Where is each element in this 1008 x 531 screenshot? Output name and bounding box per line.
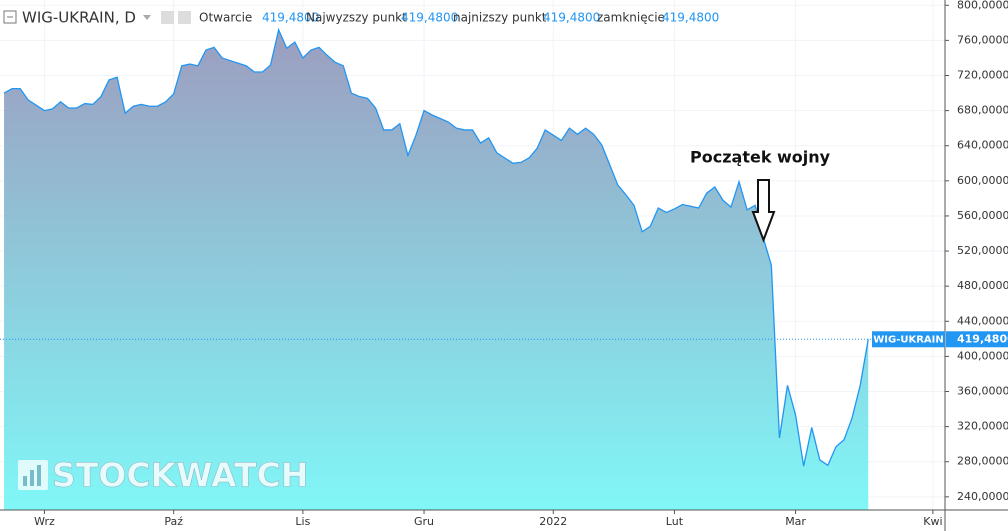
x-tick-label: Gru	[414, 515, 434, 528]
x-tick-label: Lis	[295, 515, 310, 528]
y-tick-label: 360,0000	[957, 384, 1008, 397]
y-tick-label: 400,0000	[957, 349, 1008, 362]
ohlc-name: Otwarcie	[199, 11, 252, 25]
y-tick-label: 560,0000	[957, 209, 1008, 222]
y-tick-label: 320,0000	[957, 420, 1008, 433]
area	[4, 29, 869, 511]
y-tick-label: 800,0000	[957, 0, 1008, 11]
x-tick-label: Mar	[785, 515, 806, 528]
y-tick-label: 720,0000	[957, 68, 1008, 81]
price-label: 419,4800	[957, 332, 1008, 345]
y-tick-label: 600,0000	[957, 174, 1008, 187]
dropdown-arrow[interactable]	[143, 15, 151, 20]
annotation: Początek wojny	[690, 148, 831, 167]
close-icon[interactable]	[178, 11, 191, 24]
x-tick-label: Paź	[164, 515, 183, 528]
ohlc-value: 419,4800	[543, 11, 600, 25]
x-tick-label: 2022	[539, 515, 567, 528]
x-tick-label: Lut	[666, 515, 684, 528]
line	[3, 27, 869, 467]
y-tick-label: 760,0000	[957, 33, 1008, 46]
x-tick-label: Kwi	[923, 515, 942, 528]
y-tick-label: 520,0000	[957, 244, 1008, 257]
y-tick-label: 240,0000	[957, 490, 1008, 503]
ohlc-name: najnizszy punkt	[453, 11, 547, 25]
y-tick-label: 480,0000	[957, 279, 1008, 292]
ohlc-name: Najwyzszy punkt	[306, 11, 407, 25]
chart-title: WIG-UKRAIN, D	[22, 9, 136, 27]
y-tick-label: 640,0000	[957, 139, 1008, 152]
price-tag	[946, 331, 1008, 348]
watermark-logo	[18, 460, 48, 490]
collapse-icon[interactable]	[3, 10, 17, 24]
ohlc-name: zamknięcie	[597, 11, 665, 25]
ohlc-value: 419,4800	[262, 11, 319, 25]
watermark: STOCKWATCH	[52, 456, 308, 495]
price-name: WIG-UKRAIN	[873, 334, 944, 345]
settings-icon[interactable]	[161, 11, 174, 24]
y-tick-label: 680,0000	[957, 104, 1008, 117]
y-tick-label: 280,0000	[957, 455, 1008, 468]
x-tick-label: Wrz	[34, 515, 55, 528]
price-name-tag	[872, 331, 945, 348]
ohlc-value: 419,4800	[401, 11, 458, 25]
y-tick-label: 440,0000	[957, 314, 1008, 327]
annotation-arrow	[751, 179, 776, 243]
plot	[3, 27, 869, 511]
ohlc-value: 419,4800	[662, 11, 719, 25]
